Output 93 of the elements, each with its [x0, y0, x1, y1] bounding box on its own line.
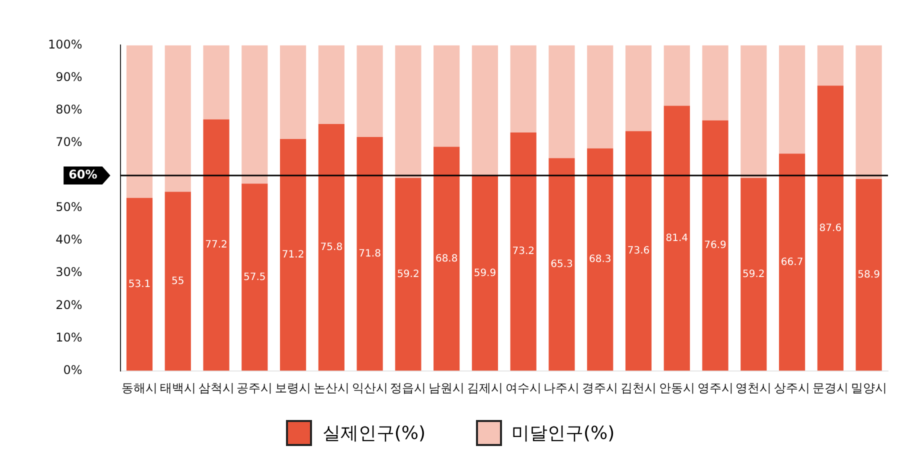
bar	[702, 45, 728, 120]
data-label: 59.9	[474, 268, 496, 279]
text: 실제인구(%)	[322, 422, 426, 445]
data-label: 57.5	[244, 272, 266, 283]
data-label: 71.8	[358, 248, 381, 260]
bar	[817, 45, 844, 86]
y-tick-label: 100%	[48, 37, 82, 52]
x-tick-label: 남원시	[428, 381, 465, 396]
bar	[280, 138, 306, 371]
data-label: 73.2	[512, 246, 534, 258]
x-tick-label: 동해시	[122, 381, 158, 396]
data-label: 68.3	[588, 254, 612, 266]
x-tick-label: 영주시	[697, 381, 734, 396]
bar	[856, 45, 882, 180]
y-tick-label: 90%	[56, 70, 82, 84]
bar	[203, 45, 230, 120]
data-label: 71.2	[282, 249, 304, 260]
data-label: 65.3	[550, 259, 573, 270]
bar	[778, 45, 806, 154]
bar	[395, 45, 422, 178]
bar	[126, 198, 153, 371]
data-label: 73.6	[627, 246, 650, 257]
data-label: 68.8	[435, 253, 458, 264]
data-label: 87.6	[819, 222, 842, 234]
bar	[318, 124, 344, 371]
y-tick-label: 10%	[56, 330, 82, 344]
bar	[242, 184, 268, 371]
bar	[395, 178, 422, 371]
bar	[318, 45, 344, 124]
y-tick-label: 40%	[56, 232, 82, 247]
bar	[587, 45, 614, 148]
y-tick-label: 20%	[56, 298, 82, 312]
y-tick-label: 0%	[63, 362, 82, 377]
data-label: 81.4	[666, 232, 688, 244]
x-tick-label: 영천시	[736, 381, 772, 396]
x-tick-label: 보령시	[275, 381, 312, 396]
bar	[548, 45, 575, 158]
x-tick-label: 김제시	[466, 381, 503, 396]
x-tick-label: 삼척시	[198, 381, 234, 396]
x-tick-label: 안동시	[658, 381, 695, 396]
x-tick-label: 논산시	[313, 381, 350, 396]
bar	[203, 119, 230, 371]
bar	[817, 86, 844, 371]
data-label: 55	[172, 276, 184, 287]
ref-line-label: 60%	[68, 168, 98, 182]
bar	[548, 158, 575, 371]
legend-label: 미달인구(%)	[512, 422, 615, 445]
bar	[356, 45, 383, 138]
bar	[242, 45, 268, 184]
data-label: 58.9	[858, 270, 880, 281]
bar	[280, 45, 306, 139]
y-tick-label: 50%	[56, 200, 82, 214]
bar	[664, 106, 690, 371]
data-label: 59.2	[397, 269, 420, 280]
x-tick-label: 밀양시	[850, 381, 887, 396]
x-tick-label: 문경시	[812, 381, 848, 396]
bar	[740, 45, 767, 178]
bar	[625, 131, 652, 371]
bar	[702, 120, 728, 371]
bar	[856, 179, 882, 371]
bar	[434, 45, 460, 147]
data-label: 66.7	[780, 256, 804, 268]
bar	[510, 132, 536, 371]
y-tick-label: 70%	[56, 135, 82, 150]
x-tick-label: 경주시	[582, 381, 618, 396]
bar	[778, 154, 806, 371]
bar	[356, 137, 383, 371]
y-tick-label: 30%	[56, 265, 82, 280]
x-tick-label: 상주시	[774, 381, 810, 396]
x-tick-label: 정읍시	[390, 381, 426, 396]
bar	[126, 45, 153, 198]
data-label: 59.2	[742, 269, 765, 280]
x-tick-label: 나주시	[544, 381, 580, 396]
bar	[164, 192, 191, 371]
x-tick-label: 익산시	[352, 381, 388, 396]
data-label: 53.1	[128, 278, 151, 290]
bar	[664, 45, 690, 106]
x-tick-label: 김천시	[620, 381, 656, 396]
bar	[587, 148, 614, 371]
bar	[510, 45, 536, 132]
x-tick-label: 태백시	[160, 381, 196, 396]
bar	[740, 178, 767, 371]
data-label: 76.9	[704, 240, 726, 252]
bar	[472, 176, 498, 371]
bar	[164, 45, 191, 192]
bar	[434, 146, 460, 371]
bar	[472, 45, 498, 176]
data-label: 77.2	[205, 240, 228, 251]
bar	[625, 45, 652, 132]
y-tick-label: 80%	[56, 102, 82, 116]
data-label: 75.8	[320, 242, 343, 253]
x-tick-label: 여수시	[505, 381, 542, 396]
x-tick-label: 공주시	[236, 381, 273, 396]
